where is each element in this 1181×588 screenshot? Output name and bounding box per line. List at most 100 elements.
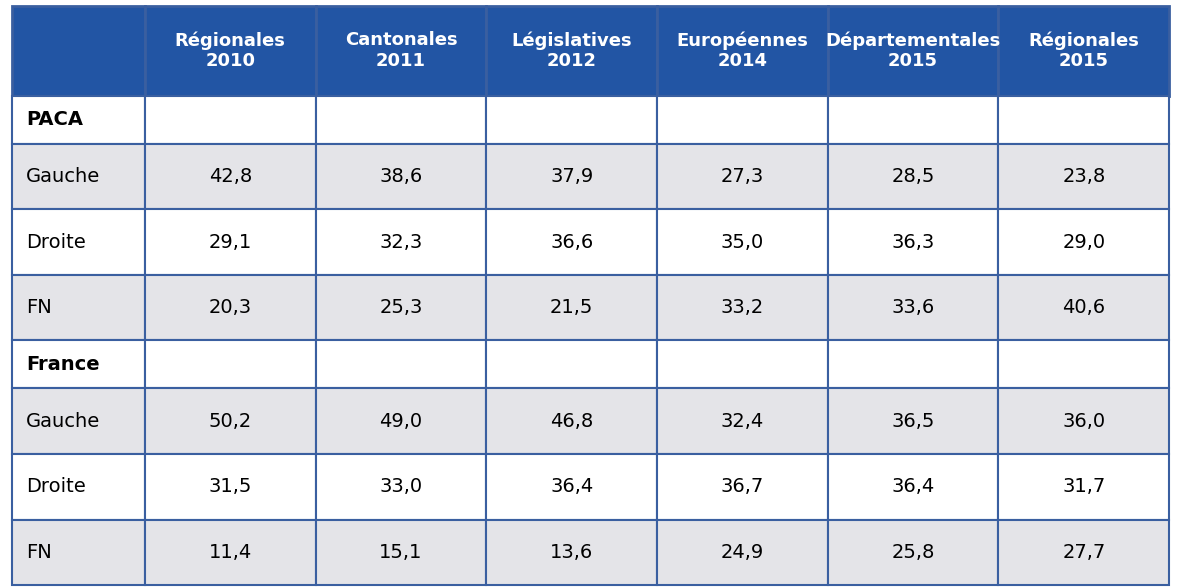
Bar: [12, 96, 145, 143]
Bar: [657, 340, 828, 389]
Text: Droite: Droite: [26, 232, 86, 252]
Text: 27,3: 27,3: [720, 167, 764, 186]
Bar: [487, 454, 657, 520]
Bar: [998, 209, 1169, 275]
Text: 15,1: 15,1: [379, 543, 423, 562]
Bar: [828, 389, 998, 454]
Bar: [828, 454, 998, 520]
Text: 33,0: 33,0: [379, 477, 423, 496]
Bar: [487, 275, 657, 340]
Text: 27,7: 27,7: [1062, 543, 1105, 562]
Text: 38,6: 38,6: [379, 167, 423, 186]
Text: 42,8: 42,8: [209, 167, 252, 186]
Text: 49,0: 49,0: [379, 412, 423, 430]
Text: 40,6: 40,6: [1062, 298, 1105, 317]
Text: 36,5: 36,5: [892, 412, 935, 430]
Bar: [487, 96, 657, 143]
Bar: [145, 209, 315, 275]
Bar: [145, 389, 315, 454]
Text: 23,8: 23,8: [1062, 167, 1105, 186]
Text: Droite: Droite: [26, 477, 86, 496]
Text: 29,0: 29,0: [1062, 232, 1105, 252]
Bar: [12, 275, 145, 340]
Bar: [315, 143, 487, 209]
Text: Régionales
2015: Régionales 2015: [1029, 31, 1140, 71]
Text: 31,5: 31,5: [209, 477, 252, 496]
Bar: [657, 275, 828, 340]
Text: 29,1: 29,1: [209, 232, 252, 252]
Bar: [828, 209, 998, 275]
Text: FN: FN: [26, 543, 52, 562]
Bar: [487, 6, 657, 96]
Bar: [145, 96, 315, 143]
Bar: [315, 96, 487, 143]
Text: 36,3: 36,3: [892, 232, 934, 252]
Text: 32,3: 32,3: [379, 232, 423, 252]
Text: Régionales
2010: Régionales 2010: [175, 31, 286, 71]
Text: Départementales
2015: Départementales 2015: [826, 31, 1000, 71]
Bar: [145, 6, 315, 96]
Text: Gauche: Gauche: [26, 167, 100, 186]
Bar: [487, 520, 657, 585]
Bar: [657, 454, 828, 520]
Text: 36,7: 36,7: [720, 477, 764, 496]
Text: 24,9: 24,9: [720, 543, 764, 562]
Text: Gauche: Gauche: [26, 412, 100, 430]
Bar: [828, 96, 998, 143]
Bar: [12, 209, 145, 275]
Bar: [657, 6, 828, 96]
Bar: [998, 96, 1169, 143]
Bar: [315, 340, 487, 389]
Bar: [315, 520, 487, 585]
Text: 25,3: 25,3: [379, 298, 423, 317]
Bar: [657, 96, 828, 143]
Bar: [12, 520, 145, 585]
Text: FN: FN: [26, 298, 52, 317]
Text: 33,2: 33,2: [720, 298, 764, 317]
Bar: [828, 520, 998, 585]
Text: 36,4: 36,4: [550, 477, 593, 496]
Bar: [315, 389, 487, 454]
Text: Européennes
2014: Européennes 2014: [677, 31, 808, 71]
Bar: [828, 6, 998, 96]
Bar: [12, 143, 145, 209]
Text: 11,4: 11,4: [209, 543, 252, 562]
Bar: [998, 275, 1169, 340]
Bar: [998, 389, 1169, 454]
Text: 35,0: 35,0: [720, 232, 764, 252]
Text: 46,8: 46,8: [550, 412, 593, 430]
Bar: [828, 143, 998, 209]
Text: 32,4: 32,4: [720, 412, 764, 430]
Bar: [657, 143, 828, 209]
Text: 31,7: 31,7: [1062, 477, 1105, 496]
Bar: [657, 520, 828, 585]
Bar: [487, 143, 657, 209]
Text: 36,6: 36,6: [550, 232, 593, 252]
Bar: [657, 389, 828, 454]
Text: 36,0: 36,0: [1062, 412, 1105, 430]
Text: Législatives
2012: Législatives 2012: [511, 31, 632, 71]
Bar: [487, 209, 657, 275]
Bar: [315, 275, 487, 340]
Text: 50,2: 50,2: [209, 412, 252, 430]
Bar: [12, 340, 145, 389]
Bar: [828, 340, 998, 389]
Text: PACA: PACA: [26, 110, 83, 129]
Text: 37,9: 37,9: [550, 167, 593, 186]
Bar: [998, 6, 1169, 96]
Bar: [998, 143, 1169, 209]
Bar: [315, 454, 487, 520]
Text: Cantonales
2011: Cantonales 2011: [345, 31, 457, 70]
Text: 33,6: 33,6: [892, 298, 934, 317]
Text: 20,3: 20,3: [209, 298, 252, 317]
Bar: [315, 209, 487, 275]
Bar: [998, 454, 1169, 520]
Bar: [145, 143, 315, 209]
Bar: [487, 340, 657, 389]
Bar: [657, 209, 828, 275]
Bar: [12, 389, 145, 454]
Text: 13,6: 13,6: [550, 543, 593, 562]
Bar: [12, 454, 145, 520]
Text: France: France: [26, 355, 99, 374]
Bar: [145, 454, 315, 520]
